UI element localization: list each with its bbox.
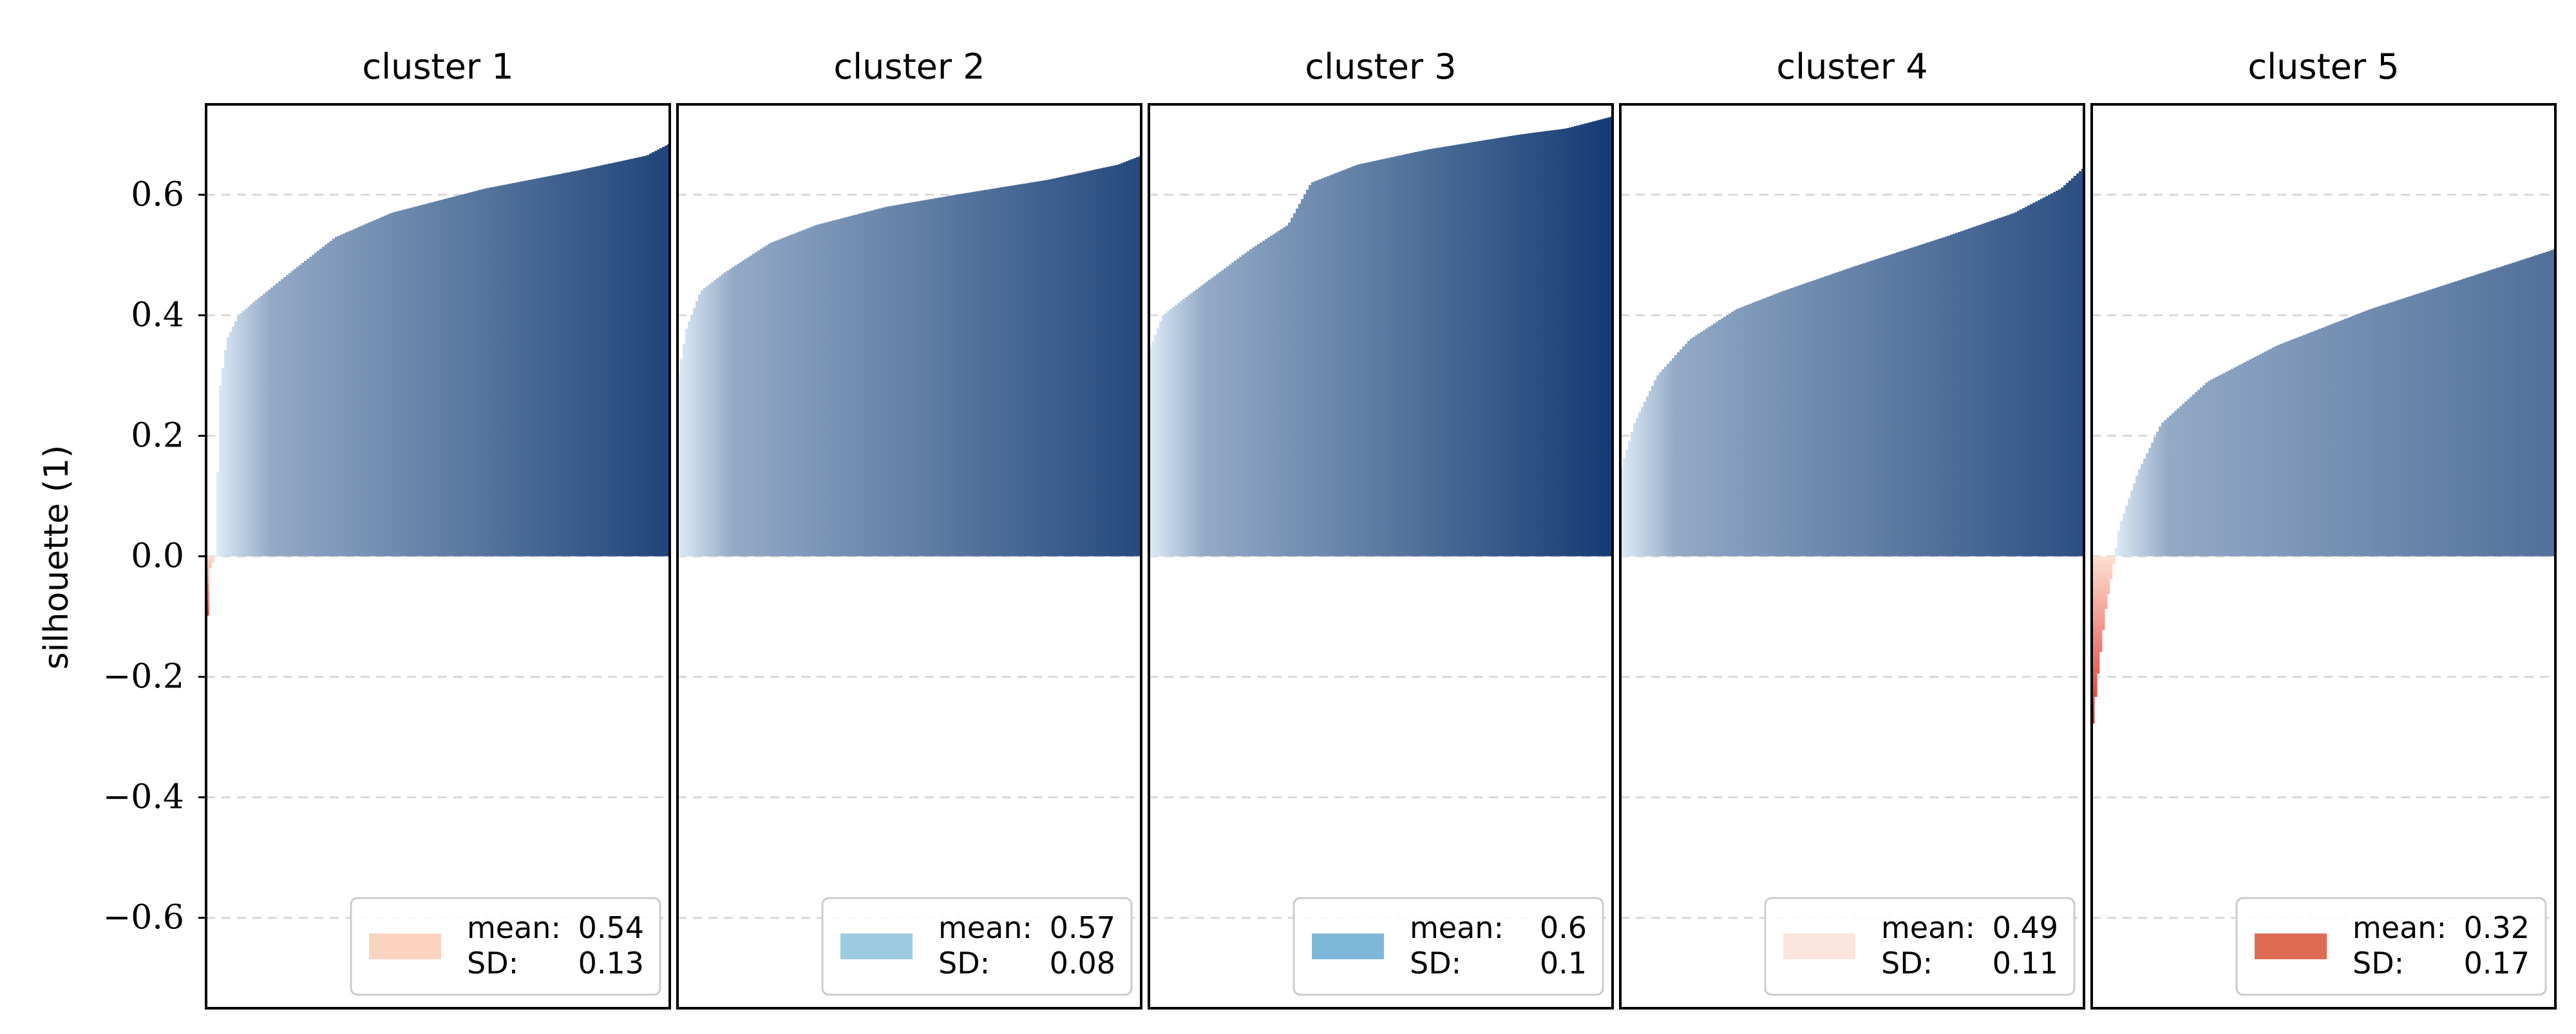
legend: mean: 0.57 SD: 0.08 xyxy=(821,897,1133,996)
y-tick-label: 0.4 xyxy=(131,296,184,334)
panel-title: cluster 1 xyxy=(362,46,513,87)
silhouette-bars-positive xyxy=(2115,249,2556,557)
panel-5: cluster 5 mean: 0.32 SD: 0.17 xyxy=(2090,46,2557,1010)
y-axis-label: silhouette (1) xyxy=(37,445,76,670)
y-tick-label: −0.4 xyxy=(103,778,184,817)
legend-sd-label: SD: xyxy=(1410,946,1461,981)
legend-swatch xyxy=(369,933,441,959)
legend-swatch xyxy=(840,933,913,959)
panel-1: cluster 1 mean: 0.54 SD: 0.13 xyxy=(205,46,671,1010)
legend: mean: 0.54 SD: 0.13 xyxy=(350,897,661,996)
panel-frame xyxy=(1619,103,2085,1010)
legend: mean: 0.6 SD: 0.1 xyxy=(1293,897,1604,996)
legend: mean: 0.49 SD: 0.11 xyxy=(1764,897,2076,996)
legend-mean-value: 0.32 xyxy=(2464,910,2530,945)
silhouette-bars-negative xyxy=(206,556,217,616)
legend-box xyxy=(350,897,661,996)
legend-sd-label: SD: xyxy=(1881,946,1933,981)
legend-sd-label: SD: xyxy=(938,946,990,981)
y-axis: silhouette (1) −0.6 −0.4 −0.2 0.0 0.2 0.4 0.6 xyxy=(37,175,206,937)
legend-mean-label: mean: xyxy=(1410,910,1504,945)
legend-box xyxy=(1764,897,2076,996)
legend-box xyxy=(2235,897,2547,996)
y-tick-label: 0.6 xyxy=(131,175,184,214)
legend-sd-value: 0.13 xyxy=(578,946,644,981)
panel-4: cluster 4 mean: 0.49 SD: 0.11 xyxy=(1619,46,2085,1010)
legend-swatch xyxy=(2255,933,2327,959)
legend-sd-value: 0.11 xyxy=(1993,946,2058,981)
legend-sd-value: 0.17 xyxy=(2464,946,2530,981)
legend-swatch xyxy=(1783,933,1855,959)
legend-mean-label: mean: xyxy=(1881,910,1975,945)
silhouette-bars-positive xyxy=(216,144,670,557)
legend-box xyxy=(1293,897,1604,996)
legend-mean-label: mean: xyxy=(467,910,561,945)
legend-mean-value: 0.54 xyxy=(578,910,644,945)
panel-title: cluster 4 xyxy=(1776,46,1927,87)
silhouette-bars-positive xyxy=(1620,169,2085,557)
silhouette-bars-negative xyxy=(2092,556,2116,724)
legend-box xyxy=(821,897,1133,996)
y-tick-label: −0.6 xyxy=(103,899,184,937)
panel-3: cluster 3 mean: 0.6 SD: 0.1 xyxy=(1148,46,1614,1010)
panel-2: cluster 2 mean: 0.57 SD: 0.08 xyxy=(676,46,1142,1010)
panel-frame xyxy=(2090,103,2557,1010)
y-tick-label: −0.2 xyxy=(103,658,184,696)
legend-mean-value: 0.49 xyxy=(1993,910,2058,945)
legend-sd-value: 0.08 xyxy=(1050,946,1115,981)
panel-frame xyxy=(676,103,1142,1010)
panel-frame xyxy=(1148,103,1614,1010)
panel-title: cluster 5 xyxy=(2248,46,2399,87)
legend-mean-value: 0.6 xyxy=(1540,910,1587,945)
silhouette-bars-positive xyxy=(677,156,1142,557)
legend: mean: 0.32 SD: 0.17 xyxy=(2235,897,2547,996)
panel-title: cluster 3 xyxy=(1305,46,1456,87)
panel-title: cluster 2 xyxy=(833,46,985,87)
legend-swatch xyxy=(1312,933,1384,959)
y-tick-label: 0.0 xyxy=(131,537,184,576)
legend-mean-label: mean: xyxy=(2353,910,2447,945)
panels-layer: cluster 1 mean: 0.54 SD: 0.13 cluster 2 mean: 0… xyxy=(205,46,2557,1010)
legend-sd-label: SD: xyxy=(467,946,518,981)
legend-mean-value: 0.57 xyxy=(1050,910,1115,945)
legend-mean-label: mean: xyxy=(938,910,1032,945)
y-tick-label: 0.2 xyxy=(131,416,184,455)
silhouette-bars-positive xyxy=(1149,117,1613,557)
legend-sd-value: 0.1 xyxy=(1540,946,1587,981)
legend-sd-label: SD: xyxy=(2353,946,2404,981)
